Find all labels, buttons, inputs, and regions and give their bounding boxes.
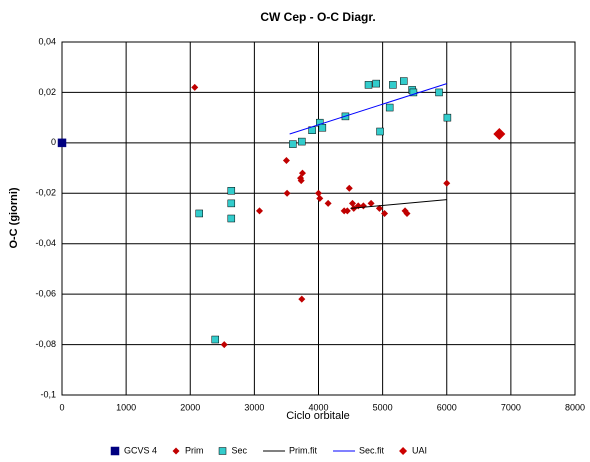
legend-label: Prim.fit	[289, 445, 317, 455]
point	[381, 209, 389, 217]
legend-label: Sec	[232, 445, 248, 455]
x-tick-label: 2000	[180, 402, 200, 412]
x-tick-label: 1000	[116, 402, 136, 412]
point	[298, 169, 306, 177]
point	[375, 204, 383, 212]
x-tick-label: 5000	[373, 402, 393, 412]
point	[256, 207, 264, 215]
point	[289, 140, 297, 148]
x-axis-label: Ciclo orbitale	[286, 410, 350, 422]
point	[435, 88, 443, 97]
x-tick-label: 6000	[437, 402, 457, 412]
point	[493, 128, 506, 141]
legend-label: GCVS 4	[124, 445, 157, 455]
point	[227, 187, 236, 195]
point	[364, 81, 373, 89]
legend-label: UAI	[412, 445, 427, 455]
point	[409, 88, 418, 97]
x-tick-label: 7000	[501, 402, 521, 412]
point	[227, 214, 236, 223]
point	[57, 138, 67, 148]
legend-label: Prim	[185, 445, 204, 455]
y-tick-label: 0,04	[38, 36, 56, 46]
point	[191, 83, 199, 91]
legend-swatch	[218, 447, 227, 455]
x-tick-label: 4000	[308, 402, 328, 412]
point	[400, 77, 408, 85]
y-tick-label: -0,1	[40, 389, 56, 399]
legend-swatch	[399, 447, 408, 455]
point	[298, 295, 306, 303]
point	[389, 81, 397, 89]
point	[211, 335, 220, 344]
point	[367, 199, 375, 207]
y-tick-label: -0,04	[35, 238, 56, 248]
chart-title: CW Cep - O-C Diagr.	[260, 10, 375, 24]
point	[316, 194, 324, 202]
legend-swatch	[172, 447, 180, 455]
point	[220, 341, 228, 349]
point	[443, 179, 451, 187]
x-tick-label: 8000	[565, 402, 585, 412]
point	[324, 199, 332, 207]
point	[282, 157, 290, 165]
point	[385, 103, 394, 112]
y-tick-label: 0	[51, 137, 56, 147]
fit-line	[350, 199, 447, 209]
point	[283, 189, 291, 197]
x-tick-label: 3000	[244, 402, 264, 412]
point	[318, 123, 327, 132]
point	[345, 184, 353, 192]
point	[343, 207, 351, 215]
point	[348, 199, 356, 207]
y-tick-label: -0,06	[35, 289, 56, 299]
point	[195, 209, 203, 218]
fit-line	[289, 83, 447, 135]
point	[372, 79, 380, 88]
y-tick-label: -0,02	[35, 188, 56, 198]
point	[376, 127, 384, 136]
point	[443, 113, 452, 122]
y-tick-label: 0,02	[38, 87, 56, 97]
y-tick-label: -0,08	[35, 339, 56, 349]
x-tick-label: 0	[59, 402, 64, 412]
point	[227, 199, 236, 208]
point	[298, 137, 306, 146]
y-axis-label: O-C (giorni)	[8, 187, 20, 248]
point	[403, 209, 411, 217]
legend-label: Sec.fit	[359, 445, 385, 455]
point	[297, 177, 305, 185]
legend-swatch	[110, 446, 120, 456]
point	[315, 189, 322, 197]
